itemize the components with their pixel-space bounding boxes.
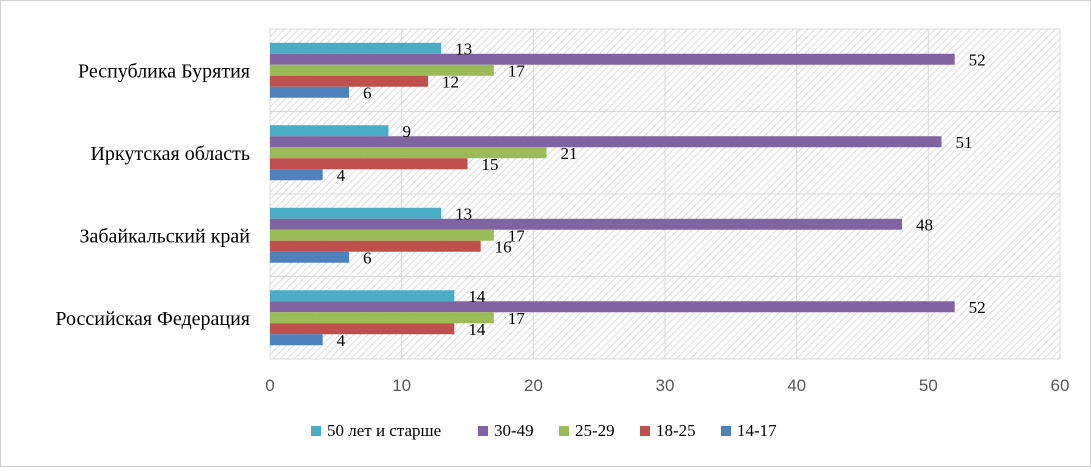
category-label: Иркутская область <box>90 143 250 165</box>
category-label: Забайкальский край <box>79 225 250 247</box>
x-tick-label: 20 <box>524 376 543 395</box>
gridlines <box>269 28 1061 360</box>
legend-swatch <box>559 426 569 436</box>
legend-label: 14-17 <box>737 421 777 440</box>
bar <box>270 169 323 181</box>
legend-label: 18-25 <box>656 421 696 440</box>
legend-swatch <box>311 426 321 436</box>
data-label: 6 <box>363 83 372 102</box>
legend-swatch <box>640 426 650 436</box>
category-label: Республика Бурятия <box>78 60 250 82</box>
data-label: 17 <box>508 309 526 328</box>
x-tick-label: 40 <box>787 376 806 395</box>
data-label: 51 <box>956 133 973 152</box>
data-label: 12 <box>442 72 459 91</box>
bar <box>270 251 349 263</box>
legend-label: 25-29 <box>575 421 615 440</box>
bar <box>270 75 428 87</box>
legend-swatch <box>721 426 731 436</box>
data-label: 4 <box>337 331 346 350</box>
data-label: 15 <box>482 155 499 174</box>
bar <box>270 229 494 241</box>
x-tick-label: 10 <box>392 376 411 395</box>
bar <box>270 158 468 170</box>
data-label: 17 <box>508 61 526 80</box>
bar <box>270 240 481 252</box>
bars <box>270 42 955 346</box>
data-label: 48 <box>916 215 933 234</box>
bar <box>270 312 494 324</box>
data-label: 21 <box>561 144 578 163</box>
bar <box>270 207 442 219</box>
data-label: 52 <box>969 298 986 317</box>
legend-label: 30-49 <box>494 421 534 440</box>
bar <box>270 86 349 98</box>
data-label: 6 <box>363 248 372 267</box>
data-label: 16 <box>495 237 512 256</box>
bar <box>270 147 547 159</box>
bar <box>270 125 389 137</box>
data-label: 13 <box>455 39 472 58</box>
data-label: 4 <box>337 166 346 185</box>
bar <box>270 218 902 230</box>
bar <box>270 136 942 148</box>
data-label: 14 <box>468 287 486 306</box>
category-labels: Республика Бурятия Иркутская область Забай… <box>55 60 250 330</box>
x-axis-ticks: 0 10 20 30 40 50 60 <box>265 376 1069 395</box>
data-label: 13 <box>455 204 472 223</box>
data-label: 14 <box>468 320 486 339</box>
x-tick-label: 0 <box>265 376 274 395</box>
legend-label: 50 лет и старше <box>327 421 441 440</box>
x-tick-label: 60 <box>1051 376 1070 395</box>
bar <box>270 53 955 65</box>
bar <box>270 301 955 313</box>
bar <box>270 323 455 335</box>
bar <box>270 334 323 346</box>
legend: 50 лет и старше 30-49 25-29 18-25 14-17 <box>311 421 777 440</box>
x-tick-label: 50 <box>919 376 938 395</box>
data-label: 17 <box>508 226 526 245</box>
x-tick-label: 30 <box>656 376 675 395</box>
category-label: Российская Федерация <box>55 308 250 330</box>
data-label: 9 <box>403 122 412 141</box>
bar <box>270 42 442 54</box>
legend-swatch <box>478 426 488 436</box>
data-label: 52 <box>969 50 986 69</box>
bar <box>270 64 494 76</box>
bar <box>270 290 455 302</box>
